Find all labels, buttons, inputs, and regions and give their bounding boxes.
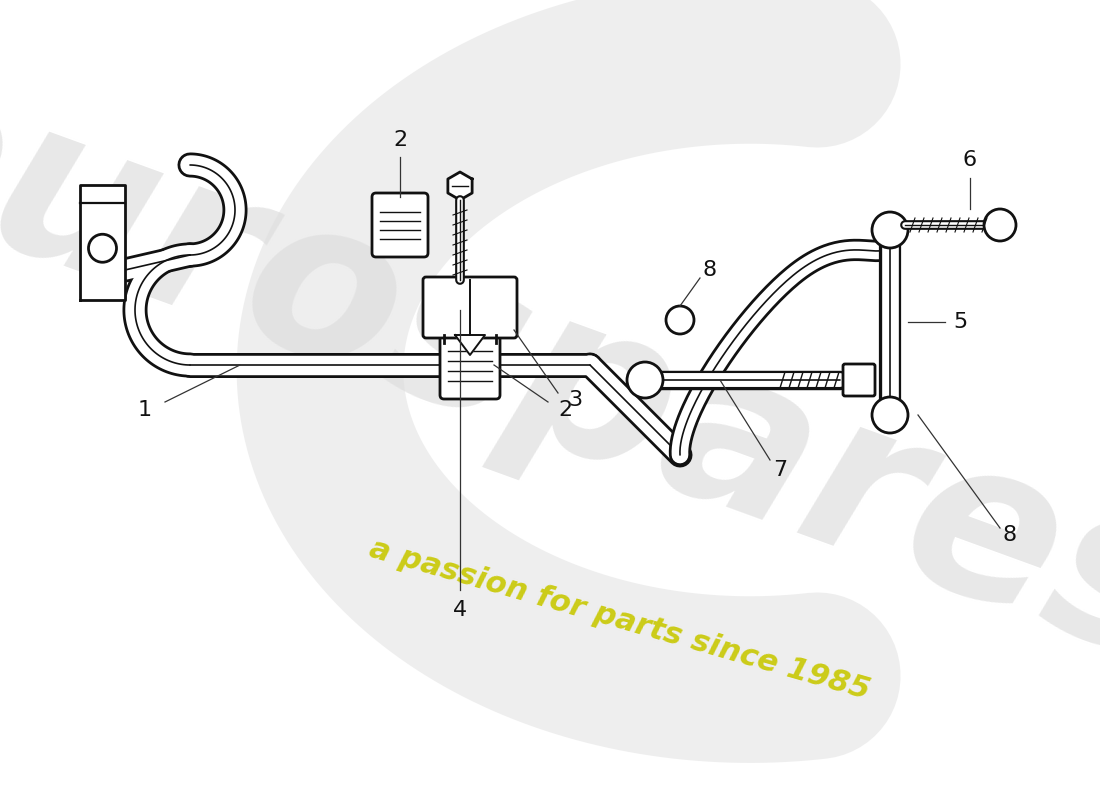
Text: 8: 8 xyxy=(1003,525,1018,545)
FancyBboxPatch shape xyxy=(372,193,428,257)
Polygon shape xyxy=(80,185,125,300)
Circle shape xyxy=(984,209,1016,241)
Text: 4: 4 xyxy=(453,600,468,620)
Text: 6: 6 xyxy=(962,150,977,170)
FancyBboxPatch shape xyxy=(424,277,517,338)
Text: eurospares: eurospares xyxy=(0,29,1100,711)
Text: a passion for parts since 1985: a passion for parts since 1985 xyxy=(366,534,873,706)
Text: 5: 5 xyxy=(953,312,967,332)
Text: 2: 2 xyxy=(393,130,407,150)
Text: 3: 3 xyxy=(568,390,582,410)
FancyBboxPatch shape xyxy=(843,364,874,396)
Circle shape xyxy=(872,212,908,248)
Text: 8: 8 xyxy=(703,260,717,280)
Circle shape xyxy=(872,397,908,433)
Circle shape xyxy=(627,362,663,398)
Text: 7: 7 xyxy=(773,460,788,480)
Polygon shape xyxy=(448,172,472,200)
Text: 2: 2 xyxy=(558,400,572,420)
Text: 1: 1 xyxy=(138,400,152,420)
Circle shape xyxy=(666,306,694,334)
FancyBboxPatch shape xyxy=(440,331,500,399)
Polygon shape xyxy=(455,335,485,355)
